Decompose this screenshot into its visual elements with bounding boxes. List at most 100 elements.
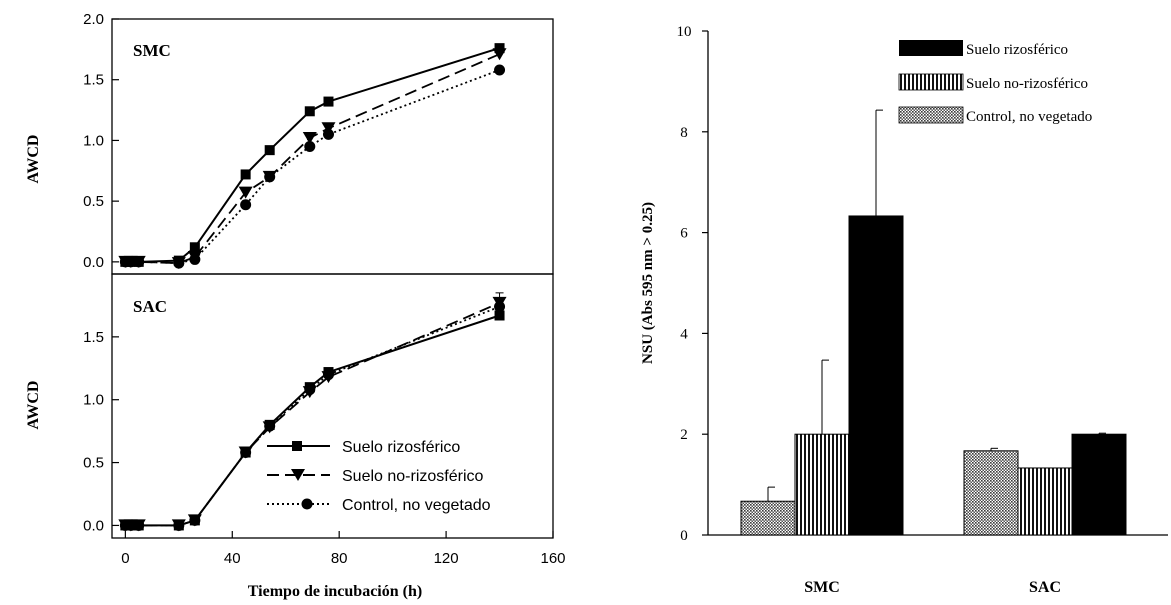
y-tick-label-sac: 0.0	[83, 517, 104, 534]
bar-legend-item-no-rizosferico: Suelo no-rizosférico	[898, 73, 1088, 92]
x-tick-label: 80	[331, 550, 348, 567]
data-point-control-no-vegetado-smc	[133, 256, 145, 268]
legend-triangle-marker	[291, 469, 305, 481]
legend-label-rizosferico: Suelo rizosférico	[342, 439, 460, 456]
bar-y-tick-label: 4	[680, 326, 688, 342]
y-tick-label-sac: 0.5	[83, 455, 104, 472]
bar-control-no-vegetado-smc	[740, 500, 796, 536]
series-line-suelo-rizosferico-smc	[125, 47, 500, 263]
data-point-control-no-vegetado-smc	[304, 141, 316, 152]
bar-y-tick-label: 10	[677, 24, 692, 40]
legend-label-control: Control, no vegetado	[342, 497, 491, 514]
data-point-suelo-rizosferico-sac	[494, 310, 505, 321]
legend-label-no-rizosferico: Suelo no-rizosférico	[342, 468, 484, 485]
panel-smc: 0.0 0.5 1.0 1.5 2.0 SMC AWCD	[25, 11, 554, 275]
series-group-sac	[118, 292, 507, 532]
bar-y-ticks: 0 2 4 6 8 10	[677, 24, 708, 544]
x-axis-sac: 0 40 80 120 160	[121, 531, 566, 567]
data-point-control-no-vegetado-sac	[133, 519, 145, 531]
y-tick-label-smc: 1.0	[83, 132, 104, 149]
y-tick-label-smc: 2.0	[83, 11, 104, 28]
legend-circle-marker	[301, 498, 313, 510]
series-line-control-no-vegetado-smc	[125, 69, 500, 265]
bar-category-labels: SMC SAC	[804, 579, 1061, 596]
y-tick-label-smc: 0.0	[83, 254, 104, 271]
data-point-suelo-rizosferico-smc	[240, 169, 251, 180]
y-tick-label-sac: 1.0	[83, 392, 104, 409]
data-point-control-no-vegetado-sac	[322, 369, 334, 381]
data-point-control-no-vegetado-smc	[125, 256, 137, 268]
series-line-control-no-vegetado-sac	[125, 305, 500, 527]
data-point-control-no-vegetado-sac	[264, 420, 276, 432]
x-tick-label: 40	[224, 550, 241, 567]
series-group-smc	[118, 43, 507, 270]
data-point-suelo-rizosferico-smc	[264, 145, 275, 156]
bar-legend-label-rizosferico: Suelo rizosférico	[966, 42, 1068, 58]
bar-y-axis-label: NSU (Abs 595 nm > 0.25)	[640, 202, 656, 364]
bar-category-label-sac: SAC	[1029, 579, 1061, 596]
data-point-control-no-vegetado-smc	[322, 128, 334, 140]
data-point-control-no-vegetado-sac	[304, 384, 316, 396]
y-tick-label-smc: 0.5	[83, 193, 104, 210]
bar-category-label-smc: SMC	[804, 579, 840, 596]
plot-frame-smc	[111, 18, 554, 275]
bar-chart-nsu: 0 2 4 6 8 10 SMC SAC NSU (Abs 595 nm > 0.25) S…	[640, 24, 1168, 596]
series-line-suelo-no-rizosferico-smc	[125, 53, 500, 265]
y-axis-label-smc: AWCD	[25, 135, 42, 184]
data-point-suelo-rizosferico-smc	[494, 43, 505, 54]
data-point-control-no-vegetado-sac	[240, 447, 252, 459]
bar-suelo-no-rizosferico-sac	[1017, 467, 1073, 536]
data-point-suelo-no-rizosferico-smc	[321, 122, 336, 135]
x-tick-label: 160	[540, 550, 565, 567]
bar-legend-label-control: Control, no vegetado	[966, 109, 1092, 125]
data-point-control-no-vegetado-sac	[173, 519, 185, 531]
bar-legend-item-rizosferico: Suelo rizosférico	[899, 40, 1068, 58]
bar-suelo-no-rizosferico-smc	[794, 433, 850, 536]
y-tick-label-sac: 1.5	[83, 329, 104, 346]
bar-series-group	[740, 109, 1127, 536]
data-point-suelo-rizosferico-smc	[304, 106, 315, 117]
data-point-suelo-no-rizosferico-smc	[302, 132, 317, 144]
panel-label-smc: SMC	[133, 41, 171, 60]
bar-legend-item-control: Control, no vegetado	[898, 106, 1092, 125]
x-tick-label: 120	[434, 550, 459, 567]
series-line-suelo-no-rizosferico-sac	[125, 302, 500, 527]
bar-y-tick-label: 6	[680, 226, 688, 242]
line-legend: Suelo rizosférico Suelo no-rizosférico C…	[267, 439, 491, 514]
y-axis-smc: 0.0 0.5 1.0 1.5 2.0	[83, 11, 119, 271]
bar-suelo-rizosferico-sac	[1071, 433, 1127, 536]
legend-item-control: Control, no vegetado	[267, 497, 491, 514]
panel-sac: 0.0 0.5 1.0 1.5 0 40 80 120 160 SAC AWCD Tiempo…	[25, 273, 566, 600]
y-tick-label-smc: 1.5	[83, 72, 104, 89]
legend-item-rizosferico: Suelo rizosférico	[267, 439, 460, 456]
bar-y-tick-label: 8	[680, 125, 688, 141]
data-point-control-no-vegetado-smc	[240, 199, 252, 211]
x-tick-label: 0	[121, 550, 129, 567]
series-line-suelo-rizosferico-sac	[125, 314, 500, 527]
y-axis-label-sac: AWCD	[25, 381, 42, 430]
data-point-control-no-vegetado-sac	[125, 519, 137, 531]
data-point-suelo-no-rizosferico-smc	[492, 48, 507, 61]
bar-legend: Suelo rizosférico Suelo no-rizosférico C…	[898, 40, 1092, 125]
panel-label-sac: SAC	[133, 297, 167, 316]
data-point-control-no-vegetado-smc	[189, 253, 201, 265]
data-point-control-no-vegetado-smc	[173, 257, 185, 269]
data-point-control-no-vegetado-sac	[189, 514, 201, 526]
line-chart-awcd: 0.0 0.5 1.0 1.5 2.0 SMC AWCD 0.0 0.5 1.0 1.5 0 4…	[25, 11, 566, 600]
data-point-suelo-no-rizosferico-smc	[238, 186, 253, 199]
bar-y-tick-label: 2	[680, 427, 688, 443]
legend-square-marker	[292, 441, 302, 451]
legend-item-no-rizosferico: Suelo no-rizosférico	[267, 468, 484, 485]
data-point-suelo-rizosferico-smc	[189, 242, 200, 253]
data-point-suelo-rizosferico-smc	[323, 96, 334, 107]
bar-suelo-rizosferico-smc	[848, 215, 904, 536]
bar-control-no-vegetado-sac	[963, 450, 1019, 536]
data-point-control-no-vegetado-sac	[494, 301, 506, 313]
x-axis-label: Tiempo de incubación (h)	[248, 583, 422, 600]
data-point-control-no-vegetado-smc	[264, 171, 276, 183]
plot-frame-sac	[111, 273, 554, 539]
data-point-control-no-vegetado-smc	[494, 64, 506, 76]
bar-legend-label-no-rizosferico: Suelo no-rizosférico	[966, 76, 1088, 92]
bar-y-tick-label: 0	[680, 528, 688, 544]
